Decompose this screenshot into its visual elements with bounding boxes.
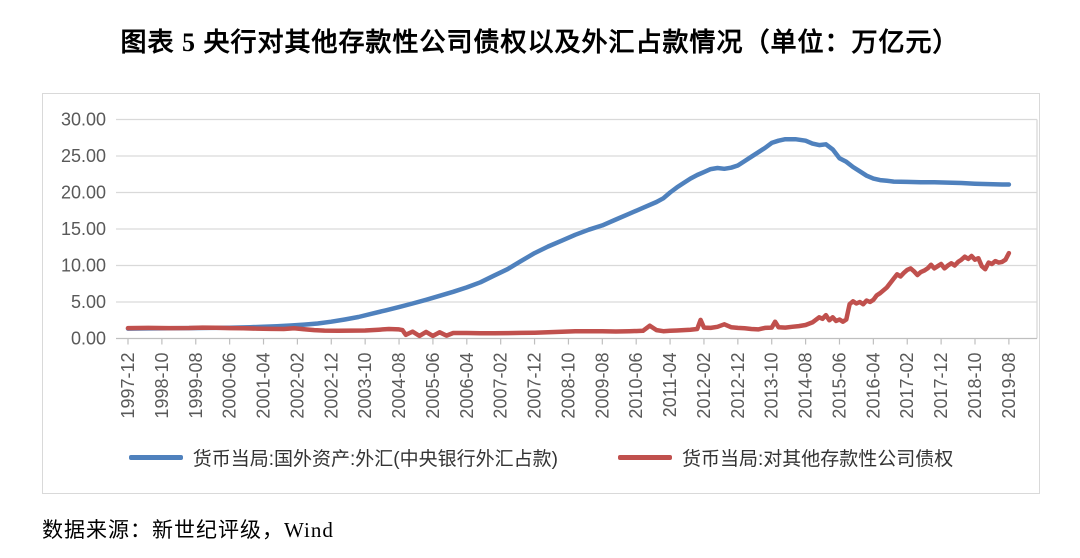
figure-title: 图表 5 央行对其他存款性公司债权以及外汇占款情况（单位：万亿元）: [120, 28, 960, 57]
svg-text:2017-02: 2017-02: [897, 353, 917, 419]
svg-text:2015-06: 2015-06: [829, 353, 849, 419]
svg-text:2017-12: 2017-12: [931, 353, 951, 419]
svg-text:2007-02: 2007-02: [491, 353, 511, 419]
svg-text:2009-08: 2009-08: [592, 353, 612, 419]
svg-text:5.00: 5.00: [71, 292, 106, 312]
legend-line-blue-icon: [128, 455, 183, 460]
data-source-note: 数据来源：新世纪评级，Wind: [42, 518, 334, 542]
svg-text:2013-10: 2013-10: [762, 353, 782, 419]
svg-text:2014-08: 2014-08: [796, 353, 816, 419]
svg-text:2007-12: 2007-12: [525, 353, 545, 419]
chart-container: 0.00 5.00 10.00 15.00 20.00 25.00 30.00 1997-12…: [42, 93, 1040, 494]
svg-text:30.00: 30.00: [61, 110, 106, 130]
svg-text:2003-10: 2003-10: [355, 353, 375, 419]
svg-text:1997-12: 1997-12: [118, 353, 138, 419]
svg-text:2018-10: 2018-10: [965, 353, 985, 419]
svg-text:2019-08: 2019-08: [999, 353, 1019, 419]
legend-line-red-icon: [617, 455, 672, 460]
svg-text:10.00: 10.00: [61, 256, 106, 276]
svg-text:20.00: 20.00: [61, 183, 106, 203]
svg-text:0.00: 0.00: [71, 329, 106, 349]
chart-svg: 0.00 5.00 10.00 15.00 20.00 25.00 30.00 1997-12…: [61, 110, 1038, 419]
svg-text:2016-04: 2016-04: [863, 353, 883, 419]
svg-text:2004-08: 2004-08: [389, 353, 409, 419]
svg-text:2000-06: 2000-06: [220, 353, 240, 419]
svg-text:2011-04: 2011-04: [660, 353, 680, 418]
legend-item-fx-reserves: 货币当局:国外资产:外汇(中央银行外汇占款): [128, 444, 558, 471]
svg-text:25.00: 25.00: [61, 146, 106, 166]
svg-text:1998-10: 1998-10: [152, 353, 172, 419]
svg-text:2012-02: 2012-02: [694, 353, 714, 419]
svg-text:15.00: 15.00: [61, 219, 106, 239]
svg-text:1999-08: 1999-08: [186, 353, 206, 419]
svg-text:2012-12: 2012-12: [728, 353, 748, 419]
svg-text:2008-10: 2008-10: [558, 353, 578, 419]
chart-legend: 货币当局:国外资产:外汇(中央银行外汇占款) 货币当局:对其他存款性公司债权: [43, 444, 1039, 471]
svg-text:2010-06: 2010-06: [626, 353, 646, 419]
svg-text:2001-04: 2001-04: [254, 353, 274, 419]
legend-label-fx-reserves: 货币当局:国外资产:外汇(中央银行外汇占款): [192, 449, 558, 470]
legend-label-claims: 货币当局:对其他存款性公司债权: [681, 449, 954, 470]
legend-item-claims: 货币当局:对其他存款性公司债权: [617, 444, 954, 471]
svg-text:2002-02: 2002-02: [287, 353, 307, 419]
svg-text:2005-06: 2005-06: [423, 353, 443, 419]
svg-text:2006-04: 2006-04: [457, 353, 477, 419]
svg-text:2002-12: 2002-12: [321, 353, 341, 419]
